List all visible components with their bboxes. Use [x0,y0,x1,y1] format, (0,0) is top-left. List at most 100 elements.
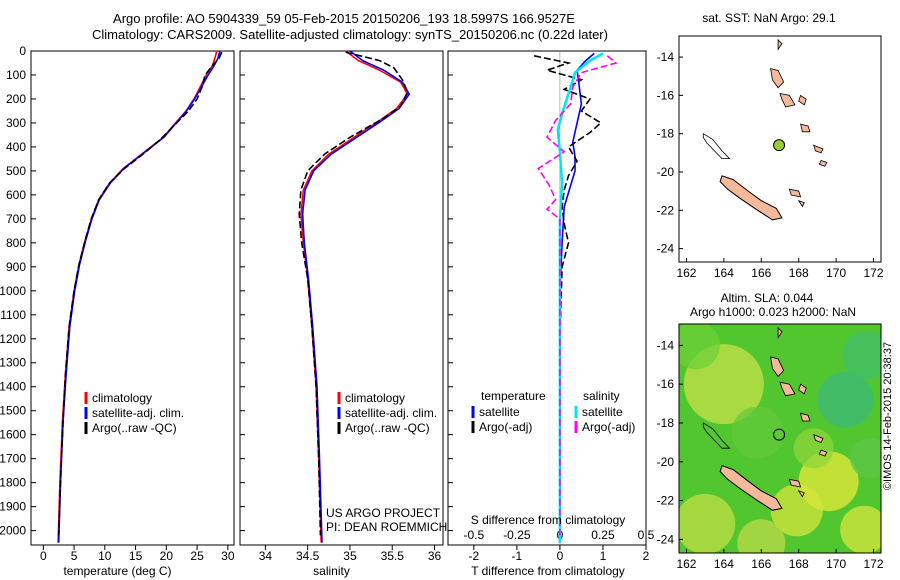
legend-entry: Argo(-adj) [582,420,635,434]
series-argo-raw-qc- [298,51,409,536]
map-frame [678,35,882,263]
island-land [797,199,805,208]
map-x-tick-label: 168 [789,557,809,571]
island-land [797,490,805,498]
island-land [788,188,802,198]
series-s-argo-adj- [537,55,618,536]
sla-patch [842,331,881,380]
sst-map-title: sat. SST: NaN Argo: 29.1 [702,11,836,25]
sla-patch [679,324,720,370]
island-land [779,92,796,108]
sal-x-tick-label: 36 [428,549,442,563]
diff-t-x-tick-label: 0 [557,549,564,563]
legend-title-salinity: salinity [583,389,620,403]
sla-patch [817,371,874,428]
diff-s-tick-label: -0.5 [463,528,484,542]
legend-entry: climatology [92,391,152,405]
map-x-tick-label: 162 [676,266,696,280]
y-tick-label: 1100 [0,308,26,322]
panel-frame [239,50,444,546]
sla-patch [731,406,784,459]
legend-entry: Argo(..raw -QC) [92,421,177,435]
map-x-tick-label: 170 [826,266,846,280]
sla-patch [849,437,881,478]
temp-x-tick-label: 15 [129,549,143,563]
y-tick-label: 1800 [0,476,26,490]
sal-x-tick-label: 35.5 [381,549,405,563]
island-land [779,381,796,397]
y-tick-label: 400 [6,140,26,154]
diff-s-tick-label: 0.5 [638,528,655,542]
sla-map-title-1: Altim. SLA: 0.044 [721,291,814,305]
island-land [777,38,783,51]
diff-s-tick-label: 0.25 [591,528,615,542]
sst-map-panel: sat. SST: NaN Argo: 29.1 162 164 166 168 170 1… [657,11,884,280]
map-y-tick-label: -16 [657,377,675,391]
island-land [818,160,828,167]
temp-x-tick-label: 10 [98,549,112,563]
y-tick-label: 900 [6,260,26,274]
sla-map-title-2: Argo h1000: 0.023 h2000: NaN [690,305,856,319]
y-tick-label: 1900 [0,500,26,514]
island-land [788,478,802,488]
diff-t-label: T difference from climatology [471,564,625,578]
new-caledonia-land [719,465,783,511]
map-x-tick-label: 164 [714,557,734,571]
title-line-1: Argo profile: AO 5904339_59 05-Feb-2015 … [113,11,575,26]
island-land [800,412,811,422]
map-x-tick-label: 172 [864,266,884,280]
island-land [813,144,824,154]
y-tick-label: 1600 [0,428,26,442]
legend-title-temperature: temperature [481,389,546,403]
series-satellite-adj-clim- [57,50,221,543]
reef-outline [702,132,731,160]
diff-s-label: S difference from climatology [471,513,626,527]
island-land [800,123,811,133]
y-tick-label: 800 [6,236,26,250]
y-tick-label: 2000 [0,524,26,538]
map-x-tick-label: 166 [751,557,771,571]
legend-entry: satellite [582,405,623,419]
new-caledonia-land [719,175,783,221]
temp-x-tick-label: 25 [190,549,204,563]
island-land [818,449,828,457]
y-tick-label: 0 [19,44,26,58]
sla-patch [793,428,834,469]
y-tick-label: 1700 [0,452,26,466]
temperature-panel: 0100200300400500600700800900100011001200… [0,44,235,578]
map-y-tick-label: -18 [657,416,675,430]
map-y-tick-label: -22 [657,494,675,508]
map-x-tick-label: 172 [864,557,884,571]
diff-t-x-tick-label: 2 [643,549,650,563]
legend-entry: climatology [345,391,405,405]
map-y-tick-label: -20 [657,165,675,179]
map-x-tick-label: 166 [751,266,771,280]
legend-entry: satellite-adj. clim. [92,406,184,420]
y-tick-label: 1500 [0,404,26,418]
temp-x-tick-label: 0 [40,549,47,563]
map-y-tick-label: -14 [657,50,675,64]
project-annotation: US ARGO PROJECT [326,506,441,520]
map-y-tick-label: -20 [657,455,675,469]
x-axis-label: temperature (deg C) [63,564,171,578]
map-y-tick-label: -18 [657,127,675,141]
y-tick-label: 300 [6,116,26,130]
y-tick-label: 1300 [0,356,26,370]
legend-entry: satellite [479,405,520,419]
series-argo-raw-qc- [57,51,223,536]
panel-frame [447,50,647,546]
imos-stamp: ©IMOS 14-Feb-2015 20:38:37 [882,342,894,490]
map-y-tick-label: -24 [657,242,675,256]
y-tick-label: 200 [6,92,26,106]
island-land [813,433,824,443]
series-climatology [300,50,409,543]
title-line-2: Climatology: CARS2009. Satellite-adjuste… [92,27,608,42]
temp-x-tick-label: 5 [71,549,78,563]
island-land [770,68,785,89]
sal-x-tick-label: 34.5 [296,549,320,563]
diff-s-tick-label: -0.25 [503,528,531,542]
y-tick-label: 500 [6,164,26,178]
y-tick-label: 1200 [0,332,26,346]
